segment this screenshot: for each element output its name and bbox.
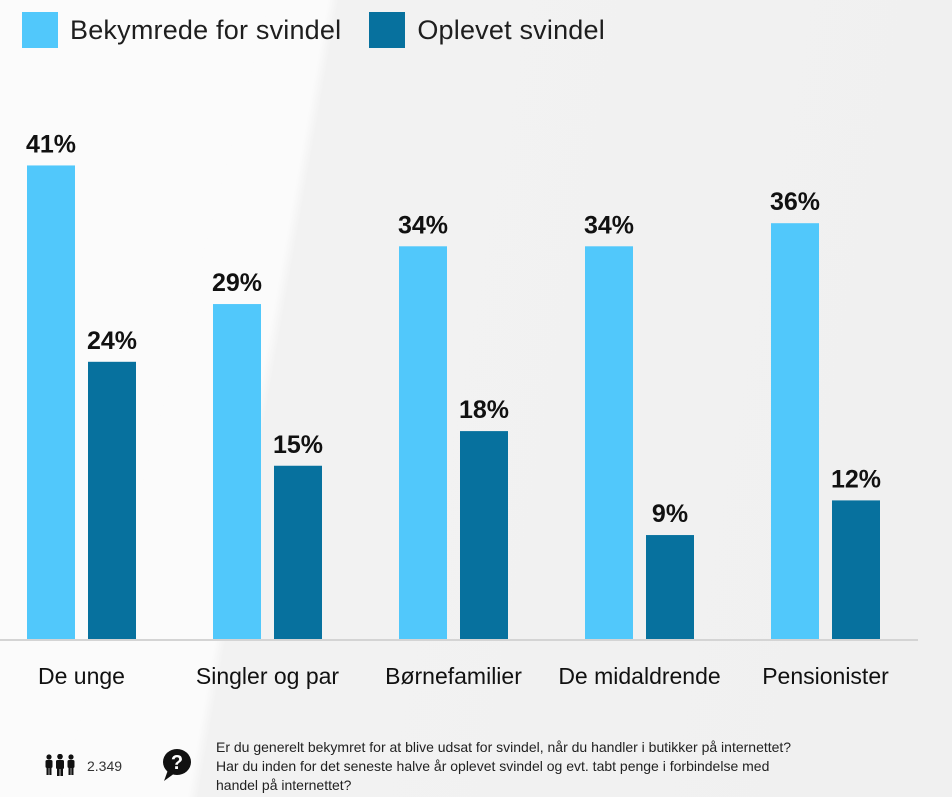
value-label: 24% — [87, 327, 137, 355]
value-label: 41% — [26, 130, 76, 158]
bar-oplevet — [460, 431, 508, 639]
bar-bekymrede — [27, 165, 75, 639]
category-label: Singler og par — [196, 663, 340, 689]
value-label: 34% — [398, 211, 448, 239]
legend-swatch-oplevet — [369, 12, 406, 48]
survey-question: Er du generelt bekymret for at blive uds… — [216, 738, 936, 795]
legend-label-bekymrede: Bekymrede for svindel — [70, 14, 342, 45]
legend-item-bekymrede: Bekymrede for svindel — [22, 12, 341, 48]
bar-oplevet — [88, 361, 136, 639]
question-line: Er du generelt bekymret for at blive uds… — [216, 739, 792, 755]
value-label: 18% — [459, 396, 509, 424]
value-label: 12% — [831, 465, 881, 493]
value-label: 29% — [212, 269, 262, 297]
category-label: De unge — [38, 663, 125, 689]
sample-size: 2.349 — [87, 758, 123, 774]
people-icon — [44, 753, 76, 781]
bar-oplevet — [832, 500, 880, 639]
question-speech-bubble-icon: ? — [160, 748, 194, 787]
svg-text:?: ? — [171, 752, 183, 774]
legend: Bekymrede for svindel Oplevet svindel — [22, 12, 633, 48]
category-label: De midaldrende — [558, 663, 720, 689]
bar-oplevet — [274, 465, 322, 639]
category-label: Børnefamilier — [385, 663, 522, 689]
footer: 2.349 ? Er du generelt bekymret for at b… — [0, 738, 952, 797]
bar-chart: 41% 24% De unge 29% 15% Singler og par 34% 18% B… — [0, 130, 918, 689]
bar-bekymrede — [213, 304, 261, 639]
bar-bekymrede — [585, 246, 633, 640]
value-label: 15% — [273, 431, 323, 459]
legend-swatch-bekymrede — [22, 12, 58, 48]
bar-oplevet — [646, 535, 694, 639]
legend-label-oplevet: Oplevet svindel — [417, 14, 605, 45]
value-label: 36% — [770, 188, 820, 216]
bar-bekymrede — [771, 223, 819, 639]
question-line: Har du inden for det seneste halve år op… — [216, 758, 770, 774]
category-label: Pensionister — [762, 663, 889, 689]
value-label: 34% — [584, 211, 634, 239]
value-label: 9% — [652, 500, 688, 528]
bar-bekymrede — [399, 246, 447, 640]
legend-item-oplevet: Oplevet svindel — [369, 12, 605, 48]
question-line: handel på internettet? — [216, 777, 352, 793]
